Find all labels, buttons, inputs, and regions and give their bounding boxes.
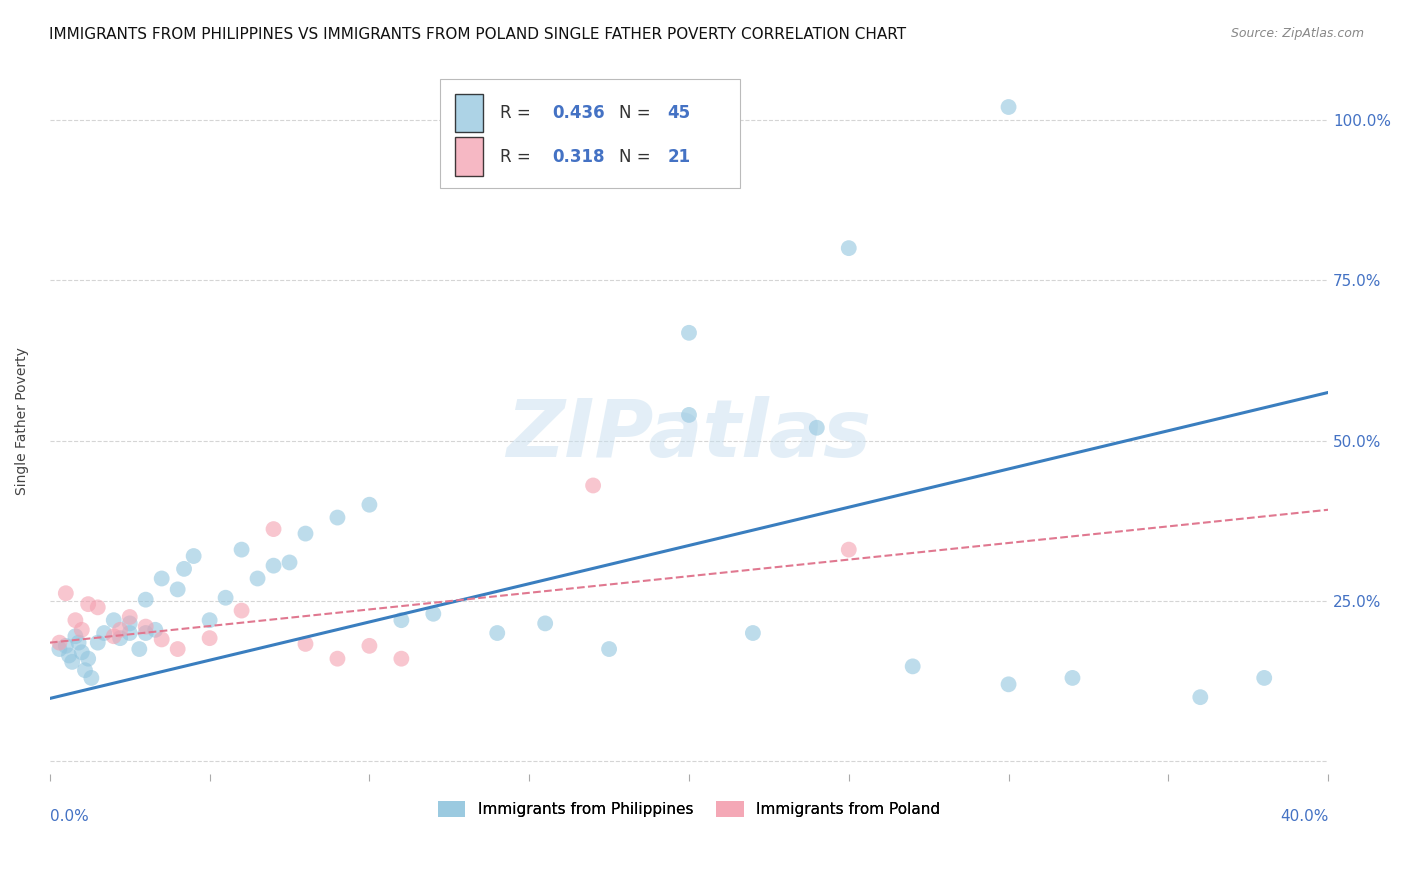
Legend: Immigrants from Philippines, Immigrants from Poland: Immigrants from Philippines, Immigrants …	[432, 795, 946, 823]
Point	[294, 637, 316, 651]
Point	[67, 635, 90, 649]
FancyBboxPatch shape	[440, 79, 740, 188]
Point	[70, 623, 93, 637]
Point	[48, 635, 70, 649]
Point	[263, 522, 285, 536]
Point	[838, 542, 860, 557]
Point	[48, 642, 70, 657]
Text: N =: N =	[619, 148, 655, 166]
Point	[389, 613, 412, 627]
Text: 0.0%: 0.0%	[49, 809, 89, 824]
Point	[246, 572, 269, 586]
Point	[486, 626, 509, 640]
Point	[73, 663, 96, 677]
Point	[806, 421, 828, 435]
Point	[838, 241, 860, 255]
Point	[534, 616, 557, 631]
Point	[231, 603, 253, 617]
Point	[118, 616, 141, 631]
Text: 0.436: 0.436	[553, 104, 605, 122]
Point	[198, 631, 221, 645]
Point	[166, 582, 188, 597]
Point	[422, 607, 444, 621]
Point	[997, 100, 1019, 114]
Text: Source: ZipAtlas.com: Source: ZipAtlas.com	[1230, 27, 1364, 40]
Point	[997, 677, 1019, 691]
Point	[741, 626, 763, 640]
Point	[166, 642, 188, 657]
Point	[214, 591, 236, 605]
Y-axis label: Single Father Poverty: Single Father Poverty	[15, 347, 30, 495]
Point	[103, 629, 125, 643]
Point	[65, 629, 87, 643]
Point	[77, 651, 100, 665]
Point	[143, 623, 166, 637]
Point	[173, 562, 195, 576]
Point	[87, 600, 110, 615]
Point	[118, 610, 141, 624]
Point	[55, 586, 77, 600]
Point	[278, 556, 301, 570]
Point	[150, 572, 173, 586]
Point	[1189, 690, 1212, 705]
Point	[294, 526, 316, 541]
Point	[359, 498, 381, 512]
Point	[198, 613, 221, 627]
Point	[58, 648, 80, 663]
Point	[65, 613, 87, 627]
Point	[60, 655, 83, 669]
Text: 0.318: 0.318	[553, 148, 605, 166]
Text: IMMIGRANTS FROM PHILIPPINES VS IMMIGRANTS FROM POLAND SINGLE FATHER POVERTY CORR: IMMIGRANTS FROM PHILIPPINES VS IMMIGRANT…	[49, 27, 907, 42]
Point	[55, 639, 77, 653]
Point	[389, 651, 412, 665]
Point	[901, 659, 924, 673]
Point	[1062, 671, 1084, 685]
Point	[118, 626, 141, 640]
Point	[128, 642, 150, 657]
Point	[326, 510, 349, 524]
Text: 21: 21	[668, 148, 690, 166]
FancyBboxPatch shape	[456, 94, 484, 132]
Point	[598, 642, 620, 657]
Point	[678, 326, 700, 340]
Point	[87, 635, 110, 649]
Point	[108, 623, 131, 637]
Point	[70, 645, 93, 659]
Point	[150, 632, 173, 647]
Point	[93, 626, 115, 640]
Text: N =: N =	[619, 104, 655, 122]
Point	[1253, 671, 1275, 685]
Point	[326, 651, 349, 665]
Point	[678, 408, 700, 422]
Point	[263, 558, 285, 573]
Point	[183, 549, 205, 563]
Text: R =: R =	[499, 148, 536, 166]
Point	[582, 478, 605, 492]
Point	[80, 671, 103, 685]
Text: ZIPatlas: ZIPatlas	[506, 396, 872, 475]
Point	[103, 613, 125, 627]
Point	[359, 639, 381, 653]
Text: 40.0%: 40.0%	[1279, 809, 1329, 824]
Text: 45: 45	[668, 104, 690, 122]
Point	[135, 619, 157, 633]
Point	[135, 626, 157, 640]
Point	[77, 597, 100, 611]
Point	[108, 631, 131, 645]
FancyBboxPatch shape	[456, 137, 484, 176]
Text: R =: R =	[499, 104, 536, 122]
Point	[231, 542, 253, 557]
Point	[135, 592, 157, 607]
